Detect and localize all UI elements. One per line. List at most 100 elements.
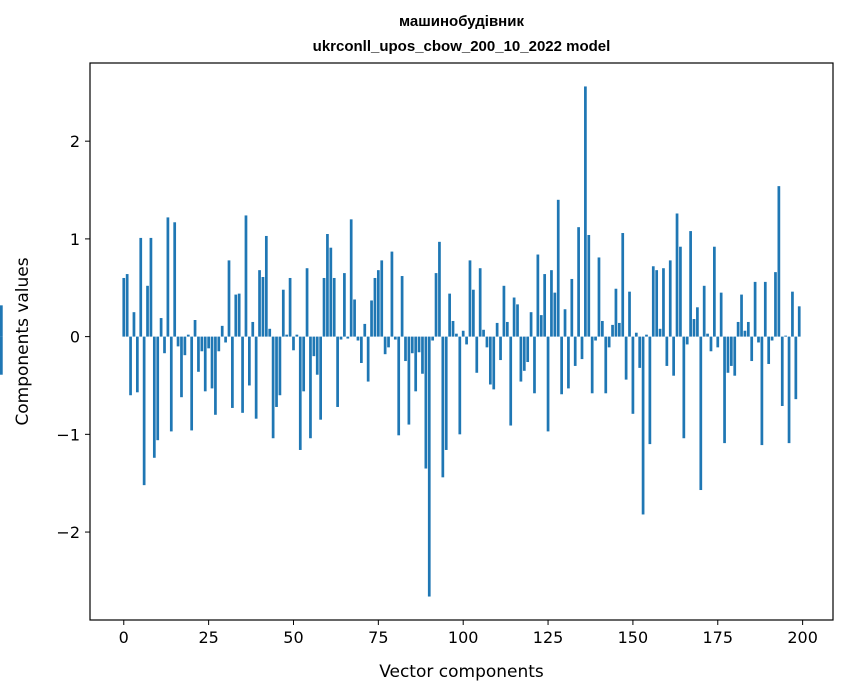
bar-89	[424, 336, 428, 469]
bar-190	[767, 336, 771, 364]
bar-40	[258, 270, 261, 337]
bar-46	[278, 336, 282, 396]
bar-68	[353, 299, 356, 337]
bar-undefined	[0, 336, 3, 375]
bar-95	[444, 336, 448, 450]
bar-136	[584, 86, 587, 337]
bar-126	[550, 270, 553, 337]
bar-65	[343, 273, 346, 337]
bar-157	[655, 270, 659, 337]
bar-19	[186, 334, 190, 337]
bar-76	[380, 260, 384, 337]
bar-143	[607, 336, 611, 348]
bar-134	[577, 227, 580, 337]
x-tick-label-0: 0	[119, 628, 129, 647]
bar-170	[699, 336, 703, 491]
bar-73	[370, 300, 373, 337]
bar-189	[763, 281, 767, 337]
bar-5	[139, 237, 143, 337]
bar-4	[135, 336, 139, 393]
bar-144	[611, 324, 614, 337]
bar-173	[709, 336, 713, 352]
bar-59	[322, 277, 326, 337]
bar-21	[193, 320, 197, 337]
bar-195	[784, 335, 788, 337]
x-axis: 0 25 50 75 100 125 150 175 200	[119, 620, 818, 647]
bar-192	[774, 272, 777, 337]
bar-49	[288, 277, 292, 337]
bar-30	[224, 336, 227, 343]
bar-113	[505, 321, 509, 337]
bar-26	[210, 336, 214, 389]
bar-182	[740, 294, 743, 337]
bar-114	[509, 336, 513, 426]
bar-37	[248, 336, 251, 386]
bar-196	[787, 336, 791, 444]
bar-88	[421, 336, 424, 374]
bar-99	[458, 336, 462, 435]
bar-98	[455, 333, 458, 337]
bar-121	[533, 336, 536, 394]
bar-174	[713, 246, 716, 337]
bar-87	[417, 336, 421, 353]
bar-85	[410, 336, 414, 354]
bar-53	[302, 336, 306, 392]
bar-77	[383, 336, 387, 355]
bar-169	[696, 307, 699, 337]
chart-title: машинобудівник	[399, 13, 524, 30]
bar-23	[200, 336, 204, 352]
bar-82	[400, 276, 404, 337]
bar-117	[519, 336, 523, 382]
bar-74	[373, 277, 377, 337]
bar-6	[142, 336, 146, 486]
bar-70	[360, 336, 363, 363]
bar-199	[797, 306, 801, 337]
bar-198	[794, 336, 798, 400]
y-axis-label: Components values	[13, 257, 33, 425]
bar-25	[207, 336, 210, 349]
bar-149	[628, 291, 631, 337]
bar-156	[651, 266, 655, 337]
bar-45	[275, 336, 278, 407]
bar-44	[271, 336, 275, 439]
bar-165	[682, 336, 686, 439]
bar-138	[590, 336, 594, 394]
bar-69	[356, 336, 360, 341]
bar-75	[376, 270, 380, 337]
bar-119	[526, 336, 530, 363]
bar-24	[203, 336, 207, 392]
bar-15	[173, 222, 177, 337]
bar-194	[780, 336, 784, 406]
bar-185	[750, 336, 754, 362]
x-tick-label-100: 100	[448, 628, 479, 647]
bar-60	[326, 234, 329, 337]
bar-7	[146, 285, 149, 337]
bar-22	[197, 336, 200, 372]
bar-127	[553, 292, 557, 337]
bar-197	[791, 291, 794, 337]
bar-176	[719, 292, 723, 337]
bar-108	[488, 336, 492, 385]
bar-116	[516, 304, 519, 337]
bar-131	[567, 336, 570, 389]
bar-175	[716, 336, 720, 348]
bar-153	[641, 336, 645, 515]
bar-112	[502, 285, 506, 337]
bar-36	[244, 215, 248, 337]
bar-48	[285, 334, 289, 337]
bar-56	[312, 336, 316, 357]
bar-187	[757, 336, 760, 343]
bar-130	[563, 309, 567, 337]
bar-100	[461, 330, 465, 337]
bar-10	[156, 336, 160, 441]
bar-27	[214, 336, 217, 415]
bar-105	[478, 268, 482, 337]
bar-135	[580, 336, 584, 360]
bar-137	[587, 234, 591, 337]
bar-29	[220, 325, 224, 337]
bar-1	[125, 274, 129, 337]
bar-9	[152, 336, 156, 458]
bar-63	[336, 336, 339, 407]
bar-39	[254, 336, 258, 419]
bar-61	[329, 247, 333, 337]
